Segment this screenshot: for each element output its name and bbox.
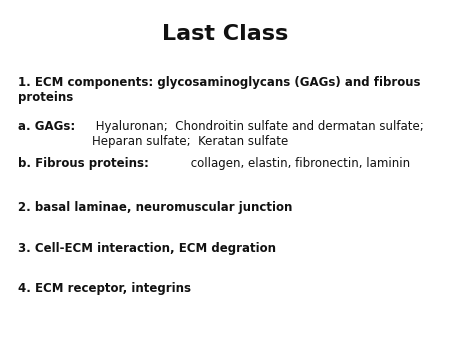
- Text: Last Class: Last Class: [162, 24, 288, 44]
- Text: 2. basal laminae, neuromuscular junction: 2. basal laminae, neuromuscular junction: [18, 201, 292, 214]
- Text: b. Fibrous proteins:: b. Fibrous proteins:: [18, 157, 149, 170]
- Text: Hyaluronan;  Chondroitin sulfate and dermatan sulfate;
Heparan sulfate;  Keratan: Hyaluronan; Chondroitin sulfate and derm…: [92, 120, 423, 148]
- Text: 3. Cell-ECM interaction, ECM degration: 3. Cell-ECM interaction, ECM degration: [18, 242, 276, 255]
- Text: 1. ECM components: glycosaminoglycans (GAGs) and fibrous
proteins: 1. ECM components: glycosaminoglycans (G…: [18, 76, 420, 104]
- Text: a. GAGs:: a. GAGs:: [18, 120, 75, 133]
- Text: 4. ECM receptor, integrins: 4. ECM receptor, integrins: [18, 282, 191, 295]
- Text: collagen, elastin, fibronectin, laminin: collagen, elastin, fibronectin, laminin: [187, 157, 410, 170]
